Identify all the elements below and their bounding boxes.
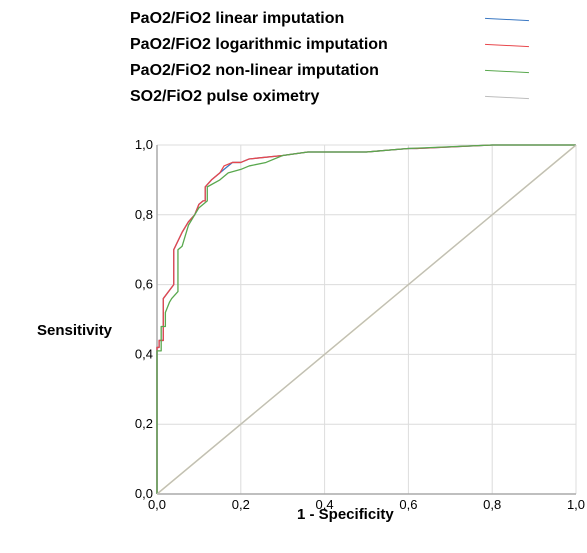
series-lines: [156, 144, 577, 495]
legend-item: PaO2/FiO2 non-linear imputation: [130, 62, 550, 88]
legend-label: PaO2/FiO2 non-linear imputation: [130, 62, 379, 79]
x-tick-label: 0,2: [232, 497, 250, 512]
x-axis-title: 1 - Specificity: [297, 506, 394, 523]
x-tick-label: 1,0: [567, 497, 585, 512]
x-tick-label: 0,4: [316, 497, 334, 512]
series-line-3: [156, 144, 576, 494]
tick-labels: 0,0 0,2 0,4 0,6 0,8 1,0 0,0 0,2 0,4 0,6 0,8 1,0: [135, 137, 585, 512]
legend-label: PaO2/FiO2 linear imputation: [130, 10, 345, 27]
series-line-4: [156, 144, 577, 495]
legend-item: PaO2/FiO2 logarithmic imputation: [130, 36, 550, 62]
legend-item: PaO2/FiO2 linear imputation: [130, 10, 550, 36]
y-tick-label: 0,8: [135, 207, 153, 222]
y-tick-label: 0,0: [135, 486, 153, 501]
legend-label: PaO2/FiO2 logarithmic imputation: [130, 36, 388, 53]
x-tick-label: 0,6: [399, 497, 417, 512]
y-tick-label: 0,6: [135, 277, 153, 292]
legend-swatch: [485, 43, 529, 48]
y-tick-label: 1,0: [135, 137, 153, 152]
legend-swatch: [485, 95, 529, 100]
legend-swatch: [485, 17, 529, 22]
legend-swatch: [485, 69, 529, 74]
y-axis-title: Sensitivity: [37, 322, 113, 339]
y-tick-label: 0,2: [135, 416, 153, 431]
legend-item: SO2/FiO2 pulse oximetry: [130, 88, 550, 114]
x-tick-label: 0,0: [148, 497, 166, 512]
legend-label: SO2/FiO2 pulse oximetry: [130, 88, 320, 105]
y-tick-label: 0,4: [135, 346, 153, 361]
x-tick-label: 0,8: [483, 497, 501, 512]
legend: PaO2/FiO2 linear imputation PaO2/FiO2 log…: [130, 10, 550, 114]
